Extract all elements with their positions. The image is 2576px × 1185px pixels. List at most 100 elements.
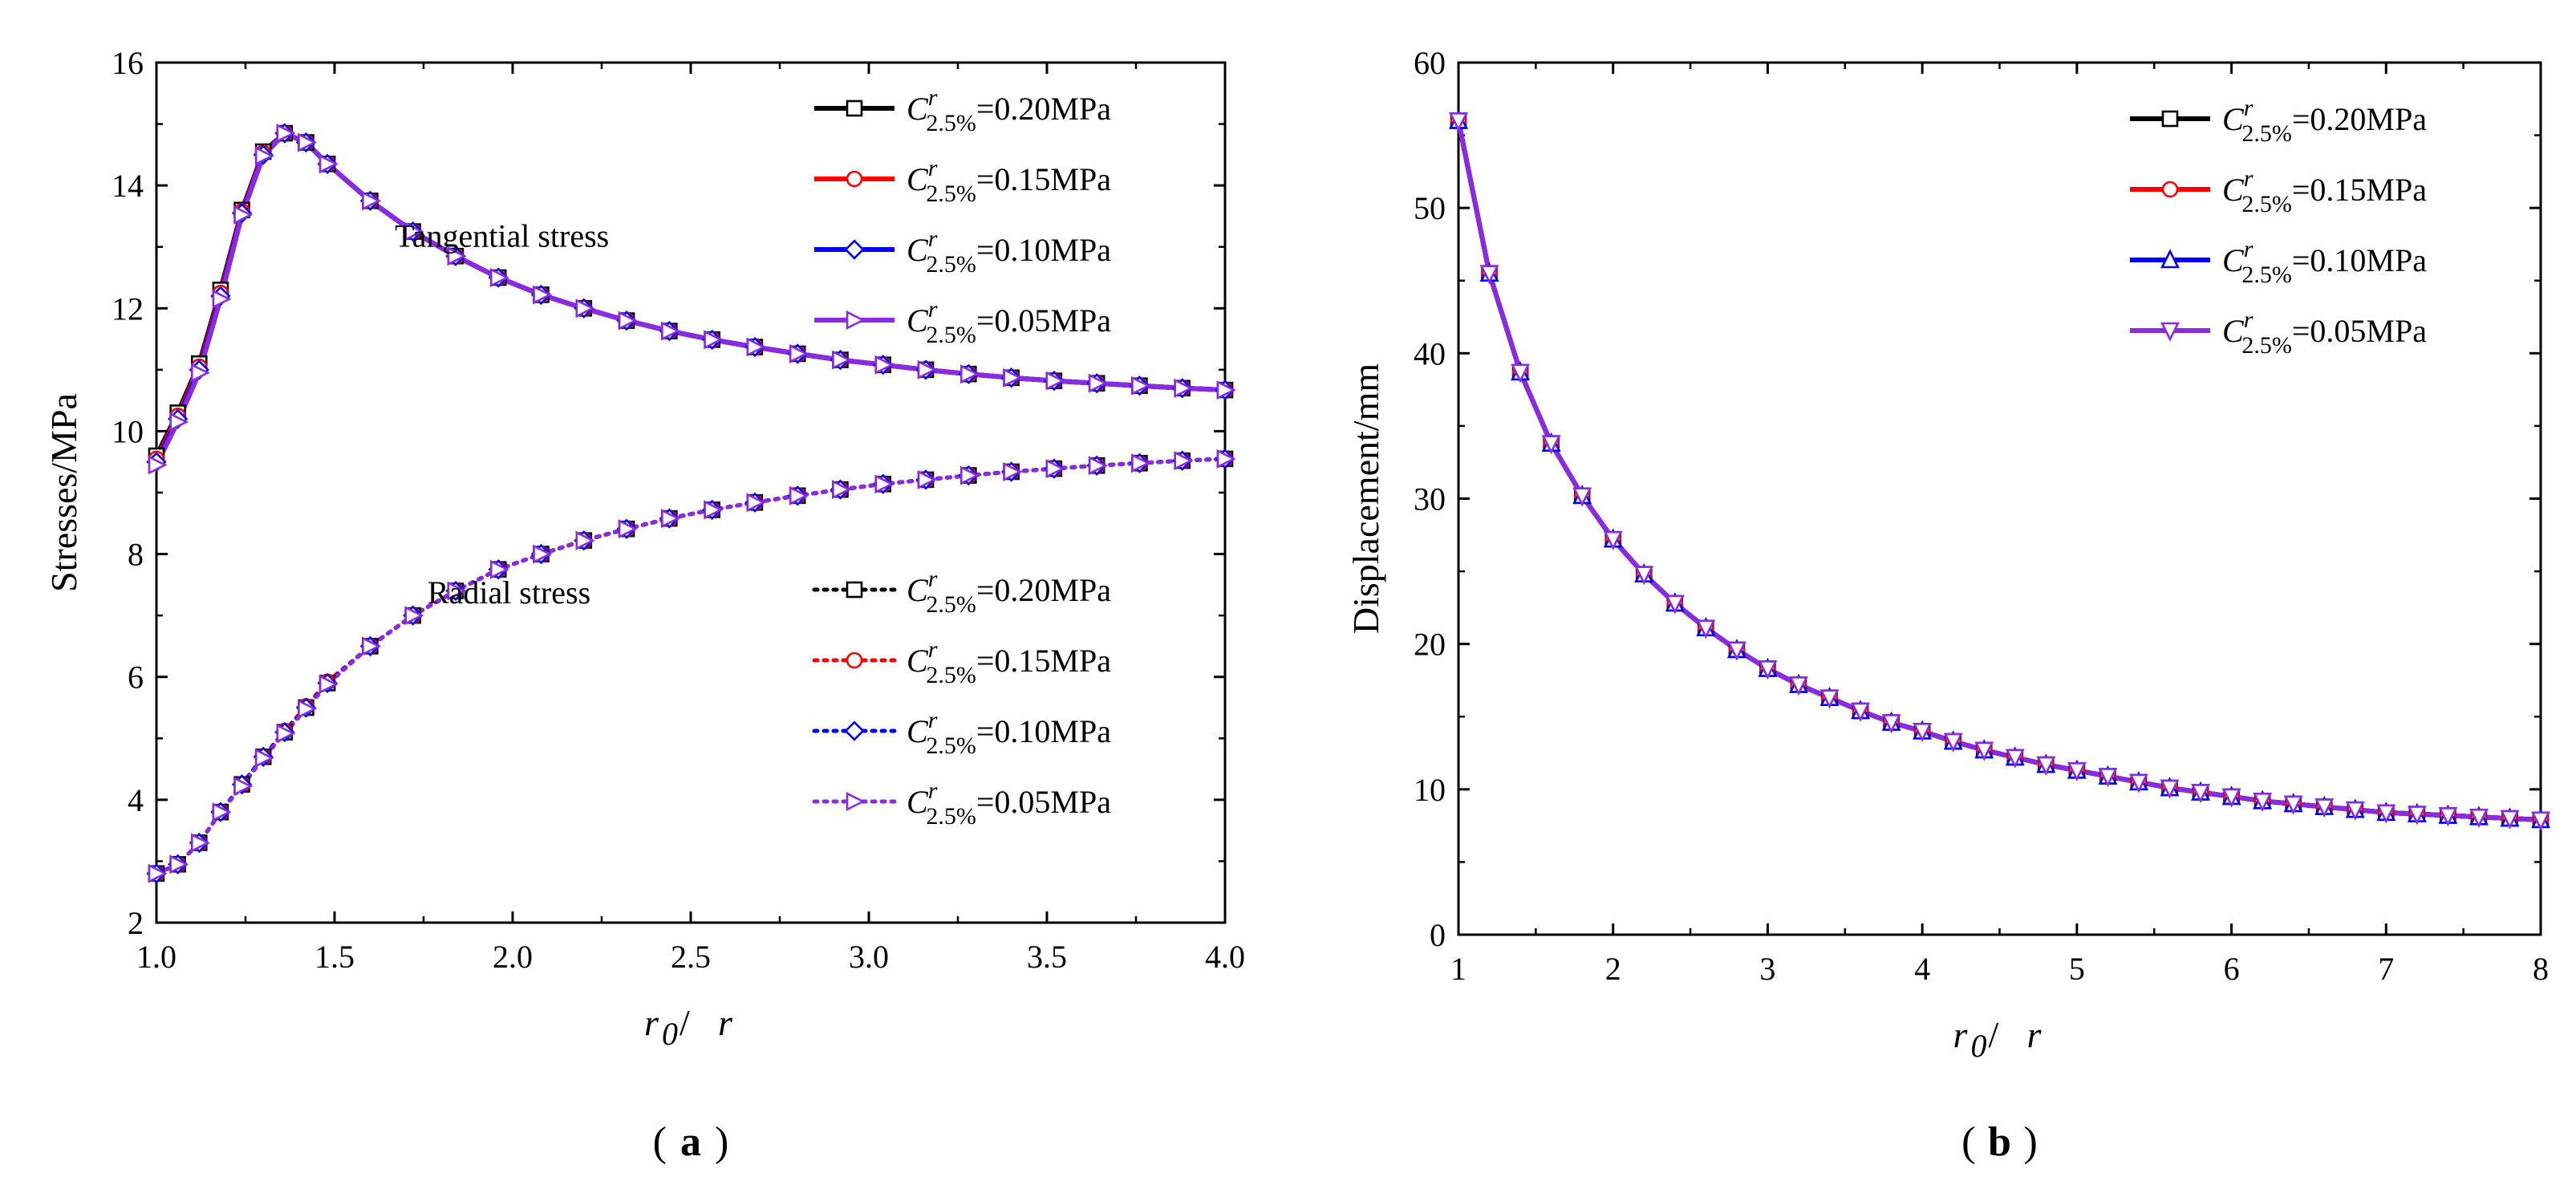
data-point [1758,660,1778,680]
x-axis-title-main: r [1953,1014,1969,1055]
data-point [447,581,467,601]
x-axis-title-sub: 0 [662,1016,678,1052]
data-point [1003,461,1023,481]
data-point [233,777,254,797]
data-point [2005,749,2025,769]
data-point [2345,801,2365,821]
x-tick-label: 3.5 [1027,939,1067,975]
data-point [212,802,232,822]
data-point [318,674,339,694]
annotation: Tangential stress [395,218,609,254]
legend-marker [846,170,863,188]
data-point [254,748,274,768]
legend-label-display: Cr 2.5%=0.10MPa [2222,236,2427,288]
data-point [2128,773,2148,793]
data-point [2468,808,2489,828]
panel-label-open: ( [1961,1119,1975,1165]
data-point [2438,807,2458,827]
x-tick-label: 3 [1759,951,1775,987]
legend-label-display: Cr 2.5%=0.10MPa [907,225,1111,278]
x-tick-label: 2.0 [493,939,533,975]
y-tick-label: 30 [1414,481,1446,517]
x-tick-label: 4 [1914,951,1930,987]
data-point [1851,702,1871,722]
data-point [1511,363,1531,384]
legend-marker [846,791,866,812]
data-point [746,337,766,357]
data-point [2314,798,2335,818]
data-point [575,530,595,550]
legend-label-display: Cr 2.5%=0.15MPa [907,636,1111,688]
legend-label-display: Cr 2.5%=0.05MPa [2222,306,2427,359]
legend-label-display: Cr 2.5%=0.15MPa [2222,165,2427,217]
data-point [1881,714,1901,734]
legend-label-display: Cr 2.5%=0.05MPa [907,296,1111,348]
x-tick-label: 2.5 [671,939,711,975]
y-tick-label: 2 [128,905,144,941]
data-point [1541,435,1561,455]
y-tick-label: 40 [1414,335,1446,371]
chart-panel-a: 1.0 1.5 2.0 2.5 3.0 3.5 4.0 2 4 6 8 10 12 14 16 Stresse… [43,45,1245,1165]
data-point [575,298,595,319]
y-tick-label: 10 [1414,772,1446,808]
data-point [2376,804,2396,824]
data-point [1174,451,1194,471]
legend-marker [846,651,863,669]
legend-marker [846,310,866,331]
data-point [2160,779,2180,799]
data-point [1045,371,1065,391]
data-point [1913,723,1933,743]
data-point [1131,453,1151,473]
data-point [1045,459,1065,479]
data-point [1174,378,1194,398]
data-point [298,699,318,719]
data-point [1819,689,1840,709]
data-point [1634,566,1654,586]
data-point [2253,793,2273,813]
data-point [789,343,809,363]
data-point [2036,756,2056,776]
x-axis-title-sub: 0 [1971,1028,1987,1064]
panel-label-close: ) [2024,1119,2038,1165]
panel-label-close: ) [715,1119,728,1165]
legend-marker [844,720,865,741]
panel-label-letter: b [1988,1119,2011,1165]
x-tick-label: 7 [2378,951,2394,987]
x-tick-label: 6 [2224,951,2240,987]
data-point [212,289,232,309]
y-tick-label: 4 [128,782,144,818]
data-point [404,606,424,626]
data-point [190,833,210,853]
data-point [1479,265,1499,285]
legend-marker [2161,110,2179,128]
series-line [1456,120,2542,822]
data-point [169,412,189,432]
x-tick-label: 5 [2069,951,2085,987]
y-tick-label: 10 [112,413,144,449]
data-point [489,559,509,579]
x-tick-label: 1.5 [314,939,355,975]
data-point [917,359,937,379]
x-axis-title-sep: / [679,1002,690,1043]
data-point [489,267,509,288]
data-point [917,469,937,489]
data-point [960,364,980,384]
y-tick-label: 6 [128,659,144,696]
legend-marker [844,239,865,260]
panel-label-open: ( [653,1119,667,1165]
legend-label-display: Cr 2.5%=0.05MPa [907,777,1111,830]
series-line [1456,120,2542,822]
data-point [298,132,318,152]
data-point [1943,733,1963,753]
legend-marker [846,99,863,117]
legend-marker [2160,249,2180,269]
series-group [146,123,1236,884]
x-axis-title-tail: r [718,1002,733,1043]
